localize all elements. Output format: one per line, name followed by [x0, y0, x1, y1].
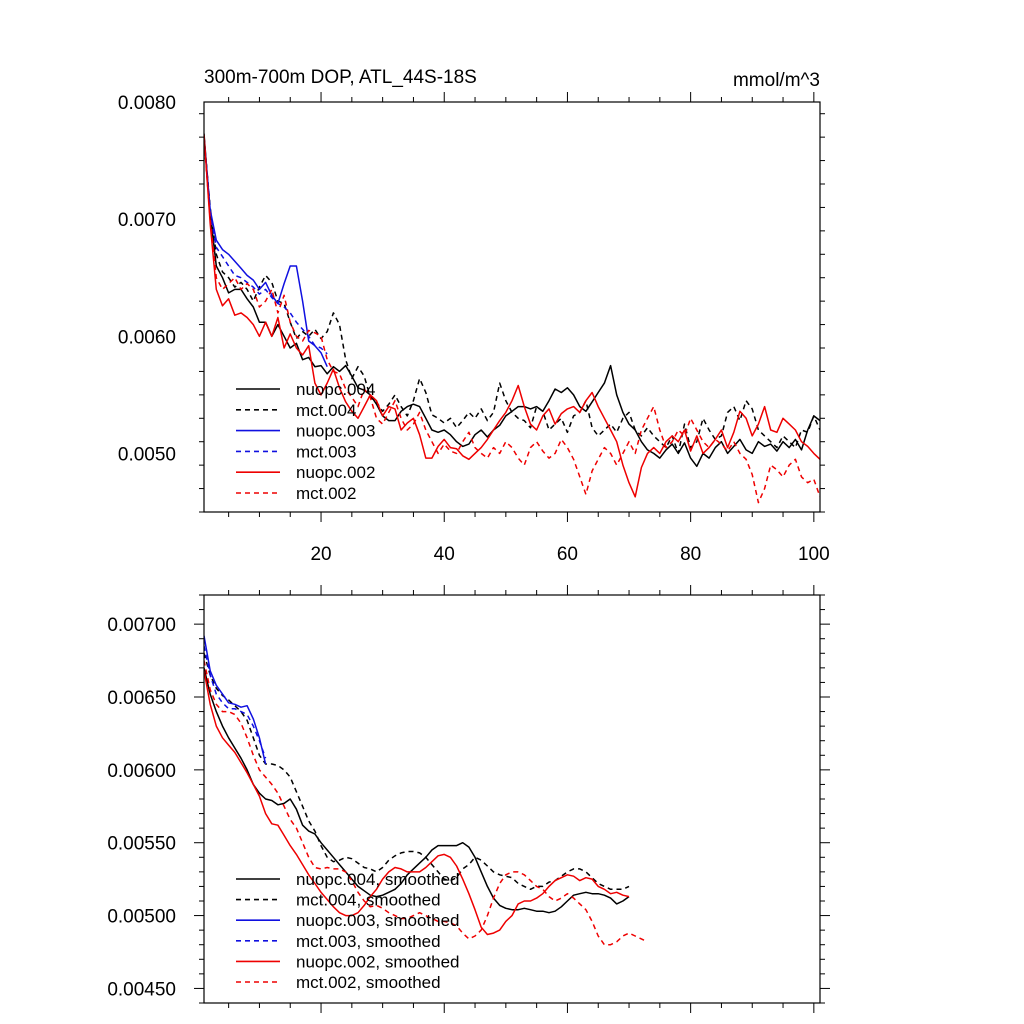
bottom-panel: 0.00450 0.00500 0.00550 0.00600 0.00650 0.007… [107, 585, 830, 1013]
top-legend-label-mct-002: mct.002 [296, 484, 356, 503]
top-x-tick-label: 80 [680, 544, 701, 565]
bottom-axes: 0.00450 0.00500 0.00550 0.00600 0.00650 0.007… [107, 585, 830, 1013]
units-label: mmol/m^3 [733, 70, 820, 91]
bottom-y-tick-label: 0.00500 [107, 907, 176, 928]
bottom-y-tick-label: 0.00600 [107, 761, 176, 782]
bottom-y-tick-label: 0.00450 [107, 979, 176, 1000]
top-series-mct-002 [204, 139, 820, 504]
top-axes: 20 40 60 80 100 0.0050 0.0060 0.0070 0.0080 [118, 92, 830, 565]
top-series-mct-003 [204, 139, 328, 355]
bottom-series-nuopc-003-smoothed [204, 635, 267, 765]
bottom-legend-label-nuopc-004-smoothed: nuopc.004, smoothed [296, 870, 460, 889]
bottom-legend-label-mct-002-smoothed: mct.002, smoothed [296, 973, 441, 992]
top-y-tick-label: 0.0080 [118, 93, 176, 114]
bottom-series-group [204, 635, 648, 946]
top-y-tick-label: 0.0050 [118, 444, 176, 465]
bottom-y-tick-label: 0.00700 [107, 615, 176, 636]
top-legend-label-nuopc-004: nuopc.004 [296, 380, 375, 399]
bottom-legend-label-nuopc-003-smoothed: nuopc.003, smoothed [296, 911, 460, 930]
bottom-y-tick-label: 0.00650 [107, 688, 176, 709]
bottom-y-tick-label: 0.00550 [107, 834, 176, 855]
bottom-legend-label-nuopc-002-smoothed: nuopc.002, smoothed [296, 952, 460, 971]
bottom-series-mct-003-smoothed [204, 645, 267, 759]
bottom-legend-label-mct-003-smoothed: mct.003, smoothed [296, 932, 441, 951]
top-panel: 300m-700m DOP, ATL_44S-18S mmol/m^3 20 40… [118, 67, 830, 565]
top-x-tick-label: 60 [557, 544, 578, 565]
top-x-tick-label: 100 [798, 544, 830, 565]
bottom-series-nuopc-002-smoothed [204, 670, 630, 936]
top-legend-label-mct-003: mct.003 [296, 442, 356, 461]
bottom-legend-label-mct-004-smoothed: mct.004, smoothed [296, 891, 441, 910]
top-x-tick-label: 20 [310, 544, 331, 565]
bottom-series-mct-002-smoothed [204, 660, 648, 946]
top-series-nuopc-002 [204, 134, 820, 498]
top-legend-label-nuopc-002: nuopc.002 [296, 463, 375, 482]
top-plot-frame [203, 101, 821, 513]
top-series-group [204, 133, 820, 504]
top-legend-label-mct-004: mct.004 [296, 401, 356, 420]
top-legend-label-nuopc-003: nuopc.003 [296, 422, 375, 441]
chart-title: 300m-700m DOP, ATL_44S-18S [204, 67, 477, 88]
bottom-series-nuopc-004-smoothed [204, 667, 630, 914]
top-series-nuopc-003 [204, 137, 328, 368]
bottom-series-mct-004-smoothed [204, 653, 630, 891]
top-y-tick-label: 0.0060 [118, 327, 176, 348]
top-x-tick-label: 40 [434, 544, 455, 565]
top-y-tick-label: 0.0070 [118, 210, 176, 231]
top-series-mct-004 [204, 137, 820, 455]
